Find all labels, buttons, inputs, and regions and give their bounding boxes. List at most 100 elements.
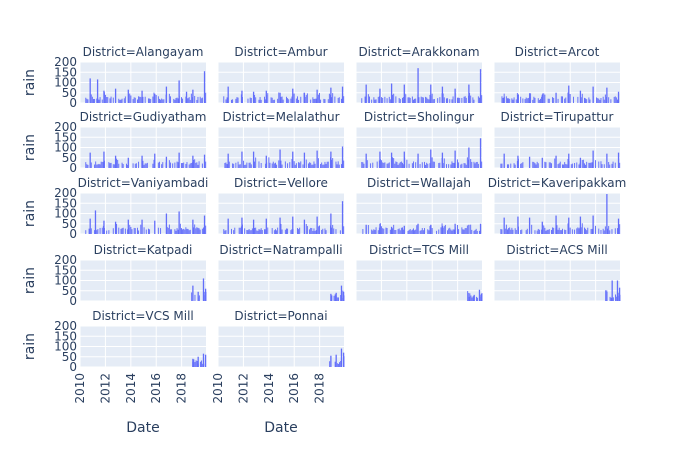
x-tick-label: 2012 (98, 373, 112, 404)
bar (320, 164, 322, 168)
bar (237, 97, 239, 103)
bar (590, 229, 592, 234)
bar (598, 161, 600, 168)
bar (531, 224, 533, 234)
y-axis-title: rain (22, 333, 38, 360)
bar (397, 164, 399, 168)
bar (205, 92, 207, 103)
bar-peak (165, 86, 168, 103)
bar-series (85, 210, 207, 234)
bar (586, 161, 588, 168)
bar (265, 99, 267, 103)
bar (527, 98, 529, 103)
bar (313, 98, 315, 103)
bar (572, 96, 574, 103)
bar (306, 226, 308, 234)
bar-peak (154, 93, 156, 103)
bar (136, 227, 138, 234)
bar-peak (265, 155, 267, 168)
bar (205, 161, 207, 168)
bar (238, 164, 240, 168)
bar (320, 99, 322, 103)
bar-peak (96, 79, 99, 103)
y-tick-label: 200 (54, 186, 77, 200)
bar (426, 162, 428, 168)
bar (598, 228, 600, 234)
bar-peak (606, 291, 608, 301)
bar (187, 228, 189, 234)
bar (362, 162, 364, 168)
bar (456, 159, 458, 168)
bar (198, 295, 200, 301)
y-axis-title: rain (22, 267, 38, 294)
bar (312, 230, 314, 234)
bar (590, 162, 592, 168)
bar (374, 230, 376, 234)
bar (374, 99, 376, 103)
bar (589, 99, 591, 103)
bar (315, 98, 317, 103)
bar (248, 162, 250, 168)
bar (87, 99, 89, 103)
bar-series (191, 278, 207, 301)
bar (425, 164, 427, 168)
bar (109, 163, 111, 168)
bar (194, 95, 196, 103)
bar (226, 164, 228, 168)
bar-peak (103, 151, 105, 168)
bar (121, 228, 123, 234)
bar (465, 97, 467, 103)
y-tick-label: 100 (54, 141, 77, 155)
bar (249, 97, 251, 103)
bar (139, 96, 141, 103)
bar (403, 229, 405, 234)
bar-peak (202, 353, 205, 367)
bar (325, 230, 327, 234)
bar (138, 230, 140, 234)
x-tick-label: 2014 (124, 373, 138, 404)
bar (616, 99, 618, 103)
bar (182, 229, 184, 234)
bar (239, 164, 241, 168)
bar (98, 99, 100, 103)
bar (339, 230, 341, 234)
bar (97, 164, 99, 168)
bar (317, 226, 319, 234)
bar (394, 230, 396, 234)
bar (282, 99, 284, 103)
bar-series (224, 146, 345, 168)
bar (300, 161, 302, 168)
bar (281, 96, 283, 103)
x-axes: 2010 2012 2014 2016 2018 Date 2010 2012 2014 2016… (73, 373, 327, 436)
bar (538, 99, 540, 103)
bar (155, 94, 157, 103)
y-tick-label: 100 (54, 274, 77, 288)
bar (546, 229, 548, 234)
x-tick-label: 2012 (236, 373, 250, 404)
bar (224, 230, 226, 234)
bar (591, 228, 593, 234)
bar-peak (292, 88, 294, 103)
bar (195, 162, 197, 168)
bar (431, 228, 433, 234)
bar (189, 229, 191, 234)
bar (101, 227, 103, 234)
bar (322, 164, 324, 168)
bar (168, 224, 170, 234)
bar (225, 230, 227, 234)
bar (500, 163, 502, 168)
bar (598, 98, 600, 103)
bar (398, 228, 400, 234)
bar (258, 229, 260, 234)
bar-peak (341, 146, 344, 168)
bar (538, 229, 540, 234)
bar (511, 227, 513, 234)
bar (514, 164, 516, 168)
facet-panel: District=TCS Mill (355, 243, 483, 302)
bar (263, 96, 265, 103)
bar-peak (316, 216, 318, 234)
facet-title: District=ACS Mill (506, 243, 607, 257)
bar (398, 98, 400, 103)
bar (429, 163, 431, 168)
